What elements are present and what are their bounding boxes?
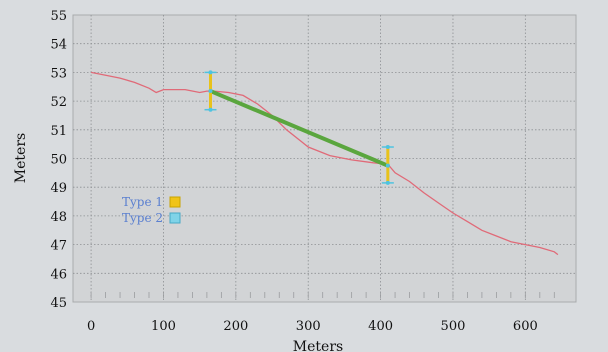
legend-label-type-2: Type 2: [122, 211, 163, 225]
y-tick-label: 49: [50, 181, 67, 196]
x-tick-label: 0: [87, 319, 95, 334]
x-tick-label: 300: [296, 319, 321, 334]
minor-ticks: [90, 292, 555, 298]
segment-layer: [208, 89, 390, 168]
profile-series: [90, 71, 559, 256]
x-tick-label: 600: [513, 319, 538, 334]
y-tick-label: 54: [50, 38, 67, 53]
error-marker-bottom: [385, 180, 390, 185]
grid-lines: [73, 15, 576, 302]
y-tick-label: 55: [50, 9, 67, 24]
error-marker-top: [385, 145, 390, 150]
error-marker-bottom: [208, 107, 213, 112]
y-tick-labels: 45 46 47 48 49 50 51 52 53 54 55: [50, 9, 67, 311]
legend-label-type-1: Type 1: [122, 195, 163, 209]
y-tick-label: 46: [50, 267, 67, 282]
x-tick-labels: 0 100 200 300 400 500 600: [87, 319, 538, 334]
y-tick-label: 51: [50, 124, 67, 139]
legend: Type 1 Type 2: [122, 195, 181, 225]
plot-area: [72, 14, 577, 303]
segment-line: [208, 89, 390, 168]
y-axis-label: Meters: [13, 133, 29, 183]
x-tick-label: 400: [368, 319, 393, 334]
error-marker-top: [208, 70, 213, 75]
legend-swatch-type-1: [169, 196, 181, 208]
error-bars: [204, 70, 394, 185]
x-tick-label: 500: [441, 319, 466, 334]
y-tick-label: 53: [50, 66, 67, 81]
legend-swatch-type-2: [169, 212, 181, 224]
x-axis-label: Meters: [293, 339, 343, 352]
y-tick-label: 48: [50, 210, 67, 225]
y-tick-label: 52: [50, 95, 67, 110]
x-tick-label: 100: [151, 319, 176, 334]
error-marker-mid: [208, 89, 213, 94]
y-tick-label: 47: [50, 239, 67, 254]
x-tick-label: 200: [223, 319, 248, 334]
y-tick-label: 45: [50, 296, 67, 311]
profile-line: [90, 71, 559, 256]
error-marker-mid: [385, 163, 390, 168]
y-tick-label: 50: [50, 153, 67, 168]
